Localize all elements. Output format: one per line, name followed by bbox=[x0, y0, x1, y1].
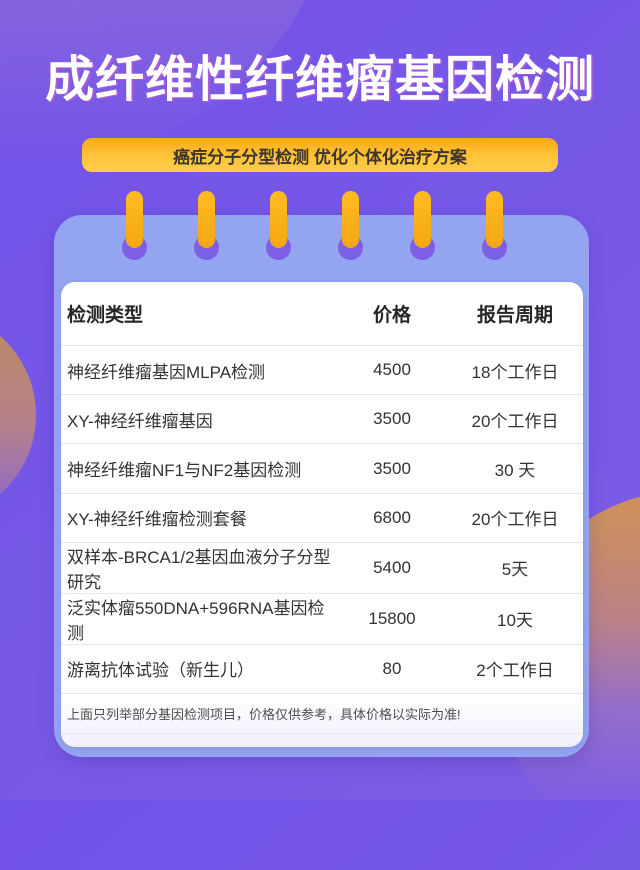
period-cell: 10天 bbox=[497, 611, 533, 631]
table-footnote: 上面只列举部分基因检测项目，价格仅供参考，具体价格以实际为准! bbox=[61, 694, 583, 734]
header-test-type: 检测类型 bbox=[67, 305, 144, 326]
price-table-card: 检测类型 价格 报告周期 神经纤维瘤基因MLPA检测 4500 18个工作日 X… bbox=[61, 282, 583, 747]
ring-peg bbox=[269, 191, 287, 248]
period-cell: 30 天 bbox=[494, 461, 536, 480]
table-row: 游离抗体试验（新生儿） 80 2个工作日 bbox=[61, 645, 583, 695]
price-cell: 3500 bbox=[373, 409, 411, 429]
page-title: 成纤维性纤维瘤基因检测 bbox=[44, 53, 595, 107]
price-cell: 3500 bbox=[373, 458, 411, 478]
ring-peg bbox=[485, 191, 503, 248]
table-row: XY-神经纤维瘤基因 3500 20个工作日 bbox=[61, 395, 583, 445]
sheet-bottom-spacer bbox=[61, 734, 583, 747]
ring-peg bbox=[341, 191, 359, 248]
price-cell: 5400 bbox=[373, 557, 411, 577]
period-cell: 20个工作日 bbox=[471, 411, 559, 431]
test-name-cell: 神经纤维瘤NF1与NF2基因检测 bbox=[67, 461, 302, 480]
price-cell: 80 bbox=[382, 658, 402, 678]
ring-peg bbox=[125, 191, 143, 248]
table-row: 双样本-BRCA1/2基因血液分子分型研究 5400 5天 bbox=[61, 543, 583, 594]
price-cell: 4500 bbox=[373, 360, 411, 380]
table-row: XY-神经纤维瘤检测套餐 6800 20个工作日 bbox=[61, 494, 583, 543]
ring-peg bbox=[413, 191, 431, 248]
price-cell: 6800 bbox=[373, 507, 411, 527]
table-body: 神经纤维瘤基因MLPA检测 4500 18个工作日 XY-神经纤维瘤基因 350… bbox=[61, 346, 583, 695]
period-cell: 2个工作日 bbox=[476, 661, 554, 681]
header-price: 价格 bbox=[372, 305, 411, 326]
price-cell: 15800 bbox=[368, 608, 416, 628]
period-cell: 5天 bbox=[501, 560, 529, 580]
table-header-row: 检测类型 价格 报告周期 bbox=[61, 282, 583, 346]
table-row: 神经纤维瘤NF1与NF2基因检测 3500 30 天 bbox=[61, 444, 583, 494]
header-period: 报告周期 bbox=[476, 305, 553, 326]
decor-circle-left bbox=[0, 310, 36, 520]
period-cell: 18个工作日 bbox=[471, 362, 559, 382]
table-row: 神经纤维瘤基因MLPA检测 4500 18个工作日 bbox=[61, 346, 583, 396]
ring-peg bbox=[197, 191, 215, 248]
test-name-cell: 神经纤维瘤基因MLPA检测 bbox=[67, 362, 266, 382]
table-row: 泛实体瘤550DNA+596RNA基因检测 15800 10天 bbox=[61, 594, 583, 645]
subtitle-banner-button[interactable]: 癌症分子分型检测 优化个体化治疗方案 bbox=[82, 138, 558, 172]
test-name-cell: 双样本-BRCA1/2基因血液分子分型研究 bbox=[67, 547, 331, 592]
test-name-cell: XY-神经纤维瘤检测套餐 bbox=[67, 510, 247, 530]
test-name-cell: XY-神经纤维瘤基因 bbox=[67, 411, 213, 431]
period-cell: 20个工作日 bbox=[471, 510, 559, 530]
test-name-cell: 游离抗体试验（新生儿） bbox=[67, 661, 254, 681]
test-name-cell: 泛实体瘤550DNA+596RNA基因检测 bbox=[67, 598, 325, 643]
